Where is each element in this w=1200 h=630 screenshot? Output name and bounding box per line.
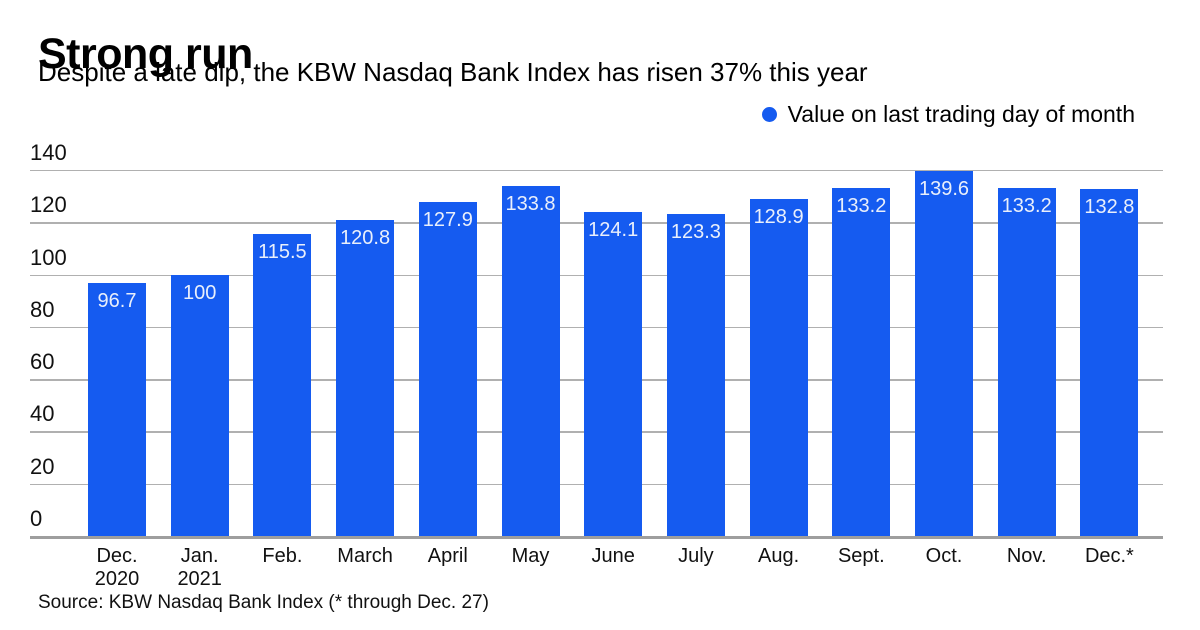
bar-value-label: 128.9 (753, 206, 804, 229)
bar-value-label: 133.2 (1001, 194, 1052, 217)
bar-aug: 128.9 (749, 199, 808, 536)
bar-value-label: 127.9 (422, 208, 473, 231)
x-axis-tick-label: Aug. (758, 545, 800, 567)
bar-feb: 115.5 (253, 234, 312, 536)
y-axis-tick-label: 60 (30, 349, 55, 375)
x-axis-tick-label: Oct. (925, 545, 963, 567)
bar-value-label: 115.5 (258, 241, 307, 264)
source-note: Source: KBW Nasdaq Bank Index (* through… (38, 592, 489, 613)
bar-dec-2020: 96.7 (88, 283, 146, 536)
bar-june: 124.1 (584, 211, 643, 536)
x-axis-tick-label: May (511, 545, 550, 567)
x-axis-line (30, 536, 1163, 539)
bar-value-label: 96.7 (97, 290, 137, 313)
bar-nov: 133.2 (997, 187, 1056, 536)
x-axis-tick-label: Jan. 2021 (177, 545, 222, 590)
chart-subtitle: Despite a late dip, the KBW Nasdaq Bank … (38, 57, 868, 87)
bar-sept: 133.2 (832, 187, 891, 536)
y-axis-tick-label: 40 (30, 401, 55, 427)
gridline (30, 170, 1163, 172)
bar-value-label: 139.6 (918, 178, 970, 201)
bar-may: 133.8 (501, 186, 560, 536)
x-axis-tick-label: March (337, 545, 393, 567)
bar-value-label: 123.3 (670, 220, 721, 243)
y-axis-tick-label: 80 (30, 296, 55, 322)
y-axis-tick-label: 100 (30, 244, 67, 270)
bar-dec: 132.8 (1080, 188, 1139, 536)
bar-jan-2021: 100 (170, 274, 229, 536)
x-axis-tick-label: Nov. (1006, 545, 1047, 567)
bar-value-label: 100 (183, 281, 217, 304)
chart-title: Strong run (38, 29, 253, 78)
y-axis-tick-label: 120 (30, 192, 67, 218)
x-axis-tick-label: June (591, 545, 635, 567)
bar-value-label: 133.8 (505, 193, 556, 216)
x-axis-tick-label: April (427, 545, 468, 567)
legend-marker-icon (761, 107, 777, 122)
y-axis-tick-label: 0 (30, 506, 43, 531)
x-axis-tick-label: Dec. 2020 (94, 545, 140, 590)
y-axis-tick-label: 20 (30, 453, 55, 479)
x-axis-tick-label: Feb. (262, 545, 303, 567)
y-axis-tick-label: 140 (30, 140, 67, 165)
bar-value-label: 133.2 (836, 194, 887, 217)
legend-label: Value on last trading day of month (787, 101, 1135, 127)
bar-value-label: 132.8 (1084, 195, 1135, 218)
x-axis-tick-label: Sept. (837, 545, 885, 567)
bar-value-label: 124.1 (588, 218, 639, 241)
bar-july: 123.3 (666, 213, 725, 536)
bar-april: 127.9 (418, 201, 477, 536)
bar-march: 120.8 (336, 220, 395, 536)
bar-value-label: 120.8 (340, 227, 391, 250)
x-axis-tick-label: July (678, 545, 714, 567)
x-axis-tick-label: Dec.* (1084, 545, 1134, 567)
legend: Value on last trading day of month (761, 101, 1135, 128)
bar-oct: 139.6 (915, 171, 973, 536)
